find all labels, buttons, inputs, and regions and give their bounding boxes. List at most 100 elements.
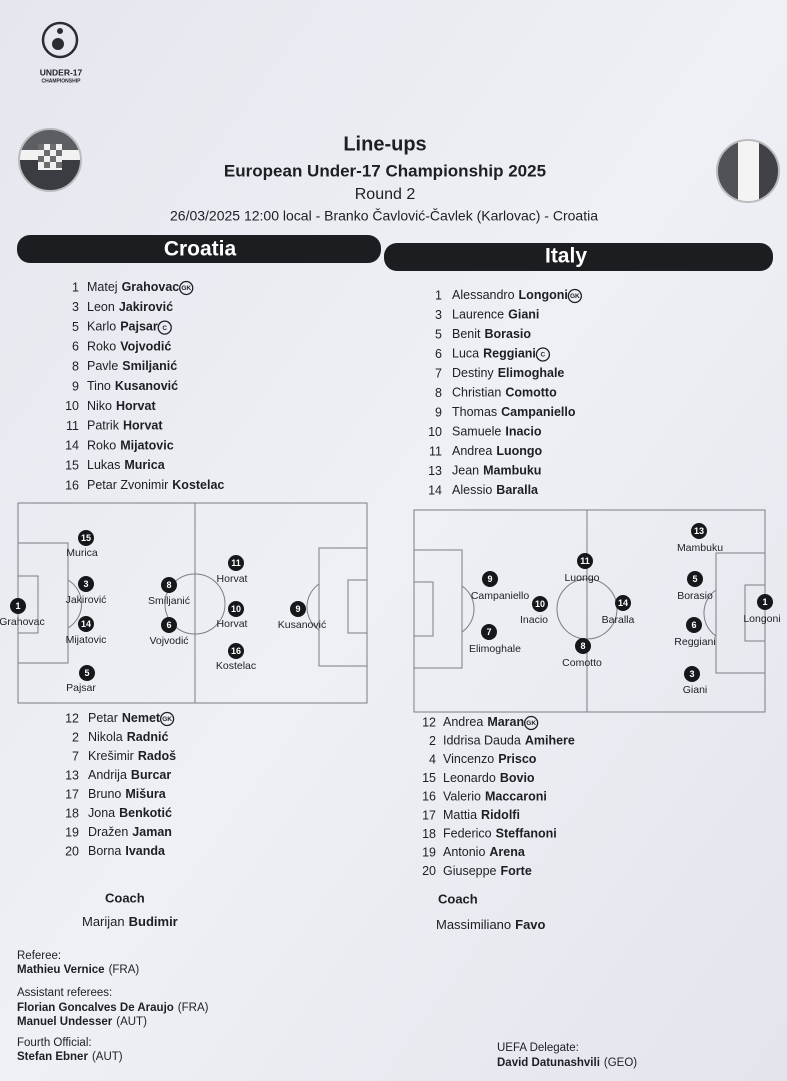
first-name: Petar Zvonimir (87, 478, 168, 492)
pitch-label: Jakirović (66, 594, 107, 606)
logo: UNDER-17 CHAMPIONSHIP (40, 21, 83, 84)
first-name: Valerio (443, 790, 481, 804)
last-name: Benkotić (119, 806, 172, 820)
player-number: 16 (422, 790, 436, 804)
badge (159, 711, 175, 727)
pitch-number: 14 (618, 598, 628, 608)
badge-text: GK (526, 720, 536, 727)
pitch-label: Vojvodić (149, 635, 188, 647)
pitch-number: 15 (81, 533, 91, 543)
pitch-number: 9 (487, 574, 492, 584)
last-name: Luongo (496, 444, 542, 458)
player-name: Lukas Murica (87, 458, 166, 472)
pitch-number: 6 (166, 620, 171, 630)
player-name: Alessandro Longoni (452, 288, 568, 302)
last-name: Maran (487, 715, 524, 729)
player-number: 18 (422, 827, 436, 841)
pitch-marker (161, 617, 177, 633)
pitch-marker (482, 571, 498, 587)
official-name: Stefan Ebner (17, 1051, 88, 1063)
player-number: 7 (435, 366, 442, 380)
first-name: Leon (87, 300, 115, 314)
last-name: Radoš (138, 749, 176, 763)
player-number: 18 (65, 806, 79, 820)
last-name: Jaman (132, 825, 172, 839)
pitch-marker (687, 571, 703, 587)
player-number: 5 (435, 327, 442, 341)
player-number: 3 (435, 308, 442, 322)
official: Stefan Ebner (AUT) (17, 1051, 123, 1063)
pitch-label: Kusanović (278, 619, 326, 631)
pitch-label: Longoni (743, 613, 780, 625)
logo-text: UNDER-17 (40, 67, 83, 77)
last-name: Vojvodić (120, 340, 171, 354)
official: Mathieu Vernice (FRA) (17, 964, 139, 976)
official-country: (GEO) (604, 1057, 637, 1069)
last-name: Prisco (498, 752, 537, 766)
pitch-marker (161, 577, 177, 593)
last-name: Murica (124, 458, 165, 472)
player-name: Bruno Mišura (88, 787, 167, 801)
last-name: Mijatovic (120, 439, 174, 453)
pitch-number: 14 (81, 619, 91, 629)
pitch-number: 3 (83, 579, 88, 589)
player-name: Andrija Burcar (88, 768, 171, 782)
last-name: Ivanda (125, 844, 166, 858)
pitch-label: Grahovac (0, 616, 45, 628)
pitch-label: Murica (66, 547, 98, 559)
first-name: Patrik (87, 419, 120, 433)
last-name: Arena (489, 845, 525, 859)
last-name: Grahovac (122, 280, 180, 294)
player-number: 11 (429, 444, 442, 458)
last-name: Inacio (505, 425, 541, 439)
player-name: Jona Benkotić (88, 806, 172, 820)
player-name: Roko Mijatovic (87, 439, 174, 453)
pitch-marker (79, 665, 95, 681)
player-number: 9 (72, 379, 79, 393)
competition: European Under-17 Championship 2025 (224, 161, 546, 180)
player-number: 14 (428, 483, 442, 497)
player-name: Alessio Baralla (452, 483, 539, 497)
pitch-marker (577, 553, 593, 569)
first-name: Luca (452, 347, 479, 361)
badge (567, 288, 582, 304)
player-number: 1 (72, 280, 79, 294)
badge (523, 715, 539, 731)
last-name: Horvat (123, 419, 163, 433)
pitch-number: 1 (15, 601, 20, 611)
first-name: Borna (88, 844, 121, 858)
last-name: Reggiani (483, 347, 536, 361)
last-name: Radnić (127, 730, 169, 744)
pitch-marker (228, 601, 244, 617)
player-name: Matej Grahovac (87, 280, 179, 294)
first-name: Krešimir (88, 749, 134, 763)
player-name: Nikola Radnić (88, 730, 168, 744)
pitch-marker (686, 617, 702, 633)
first-name: Pavle (87, 359, 118, 373)
badge-text: C (162, 325, 167, 332)
player-name: Mattia Ridolfi (443, 808, 520, 822)
pitch-marker (575, 638, 591, 654)
player-number: 3 (72, 300, 79, 314)
player-name: Antonio Arena (443, 845, 526, 859)
player-name: Andrea Luongo (452, 444, 542, 458)
official-label: Referee: (17, 950, 61, 962)
official: Manuel Undesser (AUT) (17, 1016, 147, 1028)
pitch-number: 9 (295, 604, 300, 614)
player-name: Destiny Elimoghale (452, 366, 564, 380)
pitch-number: 3 (689, 669, 694, 679)
player-name: Patrik Horvat (87, 419, 163, 433)
player-name: Leon Jakirović (87, 300, 173, 314)
official-name: Mathieu Vernice (17, 964, 105, 976)
pitch-number: 5 (84, 668, 89, 678)
player-name: Borna Ivanda (88, 844, 166, 858)
official: Florian Goncalves De Araujo (FRA) (17, 1002, 209, 1014)
player-number: 16 (65, 478, 79, 492)
first-name: Giuseppe (443, 864, 497, 878)
player-number: 14 (65, 439, 79, 453)
player-name: Dražen Jaman (88, 825, 172, 839)
first-name: Christian (452, 386, 501, 400)
pitch-marker (10, 598, 26, 614)
pitch-marker (691, 523, 707, 539)
last-name: Borasio (485, 327, 532, 341)
